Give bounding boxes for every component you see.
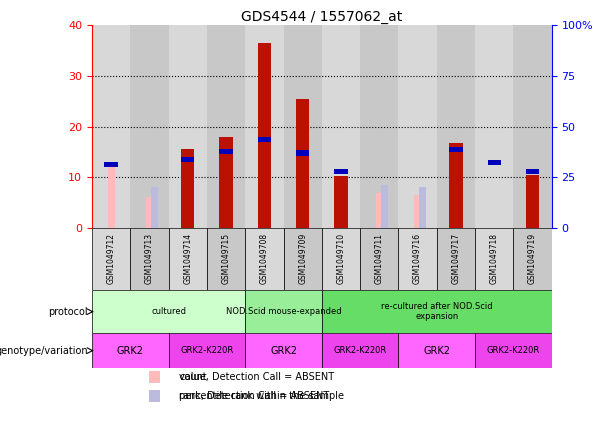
Bar — [296, 151, 310, 156]
Bar — [92, 228, 130, 290]
Text: protocol: protocol — [48, 307, 88, 317]
Bar — [92, 290, 245, 333]
Bar — [475, 333, 552, 368]
Bar — [245, 25, 283, 228]
Bar — [92, 333, 169, 368]
Bar — [296, 99, 310, 228]
Bar — [150, 371, 159, 383]
Bar — [398, 228, 436, 290]
Text: GSM1049719: GSM1049719 — [528, 233, 537, 284]
Bar — [169, 25, 207, 228]
Text: GRK2: GRK2 — [423, 346, 451, 356]
Text: count: count — [180, 372, 207, 382]
Text: GSM1049710: GSM1049710 — [337, 233, 346, 284]
Bar — [334, 169, 348, 174]
Bar — [449, 147, 463, 152]
Bar — [475, 228, 514, 290]
Text: cultured: cultured — [151, 307, 186, 316]
Text: GSM1049711: GSM1049711 — [375, 233, 384, 284]
Text: re-cultured after NOD.Scid
expansion: re-cultured after NOD.Scid expansion — [381, 302, 493, 321]
Text: GRK2: GRK2 — [270, 346, 297, 356]
Bar — [449, 143, 463, 228]
Bar — [487, 159, 501, 165]
Text: GRK2-K220R: GRK2-K220R — [333, 346, 387, 355]
Bar — [219, 137, 233, 228]
Bar — [334, 176, 348, 228]
Bar — [219, 149, 233, 154]
Text: GSM1049713: GSM1049713 — [145, 233, 154, 284]
Bar — [322, 25, 360, 228]
Bar — [92, 25, 130, 228]
Bar — [475, 25, 514, 228]
Bar — [436, 25, 475, 228]
Text: GRK2-K220R: GRK2-K220R — [180, 346, 234, 355]
Bar — [526, 169, 539, 174]
Bar — [360, 228, 398, 290]
Bar — [257, 137, 271, 142]
Bar — [169, 228, 207, 290]
Text: GSM1049715: GSM1049715 — [221, 233, 230, 284]
Bar — [257, 43, 271, 228]
Bar — [419, 187, 426, 228]
Bar — [245, 290, 322, 333]
Bar — [181, 149, 194, 228]
Bar — [207, 228, 245, 290]
Bar — [245, 228, 283, 290]
Bar — [104, 162, 118, 167]
Bar — [151, 187, 158, 228]
Bar — [322, 333, 398, 368]
Bar — [108, 165, 115, 228]
Bar — [150, 371, 159, 383]
Bar — [283, 228, 322, 290]
Bar — [322, 228, 360, 290]
Text: rank, Detection Call = ABSENT: rank, Detection Call = ABSENT — [180, 391, 330, 401]
Text: percentile rank within the sample: percentile rank within the sample — [180, 391, 345, 401]
Text: GRK2-K220R: GRK2-K220R — [487, 346, 540, 355]
Bar — [146, 197, 153, 228]
Bar — [360, 25, 398, 228]
Bar — [150, 390, 159, 402]
Text: GSM1049717: GSM1049717 — [451, 233, 460, 284]
Bar — [207, 25, 245, 228]
Bar — [514, 25, 552, 228]
Text: GSM1049709: GSM1049709 — [298, 233, 307, 284]
Bar — [376, 193, 383, 228]
Bar — [436, 228, 475, 290]
Bar — [398, 25, 436, 228]
Bar — [526, 175, 539, 228]
Bar — [514, 228, 552, 290]
Bar — [283, 25, 322, 228]
Bar — [381, 185, 388, 228]
Bar — [245, 333, 322, 368]
Text: GSM1049714: GSM1049714 — [183, 233, 192, 284]
Bar — [150, 390, 159, 402]
Text: GSM1049718: GSM1049718 — [490, 233, 499, 284]
Bar — [169, 333, 245, 368]
Text: GRK2: GRK2 — [116, 346, 144, 356]
Text: value, Detection Call = ABSENT: value, Detection Call = ABSENT — [180, 372, 335, 382]
Bar — [414, 195, 421, 228]
Bar — [398, 333, 475, 368]
Bar — [130, 228, 169, 290]
Bar — [322, 290, 552, 333]
Text: GSM1049716: GSM1049716 — [413, 233, 422, 284]
Text: GSM1049708: GSM1049708 — [260, 233, 269, 284]
Bar — [181, 157, 194, 162]
Title: GDS4544 / 1557062_at: GDS4544 / 1557062_at — [241, 10, 403, 25]
Bar — [130, 25, 169, 228]
Text: genotype/variation: genotype/variation — [0, 346, 88, 356]
Text: NOD.Scid mouse-expanded: NOD.Scid mouse-expanded — [226, 307, 341, 316]
Text: GSM1049712: GSM1049712 — [107, 233, 116, 284]
